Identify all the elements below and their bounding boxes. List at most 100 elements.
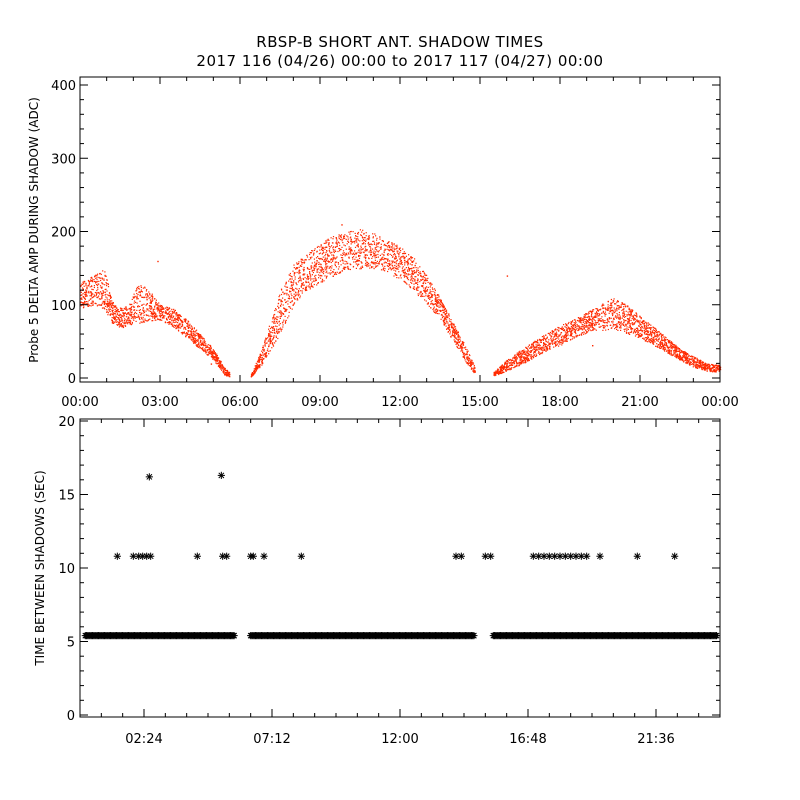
scatter-point: [626, 313, 628, 316]
scatter-point: [269, 335, 271, 338]
scatter-point: [282, 304, 284, 306]
scatter-point: [286, 294, 288, 296]
scatter-point: [360, 261, 362, 263]
scatter-point: [680, 356, 682, 358]
scatter-point: [87, 303, 89, 305]
scatter-point: [166, 313, 168, 315]
scatter-point: [588, 312, 590, 314]
scatter-point: [339, 250, 341, 252]
scatter-point: [255, 368, 257, 370]
scatter-point: [333, 251, 335, 254]
scatter-point: [324, 255, 326, 257]
scatter-point: [463, 353, 465, 355]
scatter-point: [701, 368, 703, 370]
scatter-point: [82, 281, 84, 283]
scatter-point: [424, 290, 426, 292]
scatter-point: [168, 323, 170, 325]
scatter-point: [211, 356, 213, 359]
scatter-point: [365, 239, 367, 241]
scatter-point: [300, 286, 302, 288]
scatter-point: [554, 338, 556, 341]
scatter-point: [111, 313, 113, 316]
scatter-point: [398, 247, 400, 249]
scatter-point: [446, 316, 448, 318]
scatter-point: [626, 329, 628, 331]
scatter-point: [280, 301, 282, 303]
scatter-point: [566, 339, 568, 341]
scatter-point: [350, 249, 352, 252]
scatter-point: [623, 328, 625, 330]
scatter-point: [192, 330, 195, 332]
scatter-point: [141, 318, 143, 320]
scatter-point: [695, 361, 697, 363]
scatter-point: [128, 312, 130, 314]
scatter-point: [308, 286, 310, 288]
scatter-point: [89, 286, 91, 288]
scatter-point: [560, 327, 563, 329]
scatter-point: [357, 251, 359, 253]
scatter-point: [262, 352, 264, 354]
scatter-point: [382, 256, 384, 258]
scatter-point: [145, 314, 147, 316]
scatter-point: [629, 326, 631, 328]
scatter-point: [656, 340, 658, 342]
scatter-point: [273, 328, 275, 330]
scatter-point: [404, 261, 406, 263]
scatter-point: [150, 301, 152, 303]
scatter-point: [550, 337, 552, 339]
scatter-point: [158, 318, 160, 320]
scatter-point: [228, 372, 230, 374]
scatter-point: [645, 330, 647, 332]
scatter-point: [285, 283, 287, 285]
scatter-point: [296, 294, 298, 296]
scatter-point: [615, 326, 617, 328]
scatter-point: [133, 316, 135, 318]
scatter-point: [437, 297, 439, 299]
scatter-point: [189, 335, 191, 337]
scatter-point: [454, 329, 456, 331]
scatter-point: [270, 342, 272, 344]
scatter-point: [499, 372, 501, 375]
scatter-point: [655, 345, 657, 347]
scatter-point: [436, 301, 438, 303]
scatter-point: [203, 338, 205, 340]
scatter-point: [121, 325, 123, 327]
scatter-point: [346, 235, 348, 237]
scatter-point: [679, 349, 682, 351]
scatter-point: [152, 297, 154, 299]
scatter-point: [464, 359, 466, 361]
scatter-point: [376, 244, 378, 246]
scatter-point: [289, 274, 291, 276]
scatter-point: [108, 299, 110, 301]
scatter-point: [120, 320, 122, 322]
scatter-point: [139, 318, 141, 321]
scatter-point: [309, 272, 311, 274]
scatter-point: [213, 359, 215, 361]
scatter-point: [590, 324, 592, 326]
scatter-point: [629, 317, 631, 319]
scatter-point: [454, 330, 457, 332]
scatter-point: [143, 303, 145, 305]
scatter-point: [275, 328, 278, 330]
scatter-point: [638, 334, 640, 337]
scatter-point: [97, 288, 99, 290]
scatter-point: [470, 368, 472, 370]
scatter-point: [585, 321, 587, 323]
scatter-point: [587, 313, 589, 315]
scatter-point: [619, 321, 621, 323]
scatter-point: [687, 357, 689, 359]
scatter-point: [400, 256, 402, 258]
scatter-point: [146, 299, 148, 301]
scatter-point: [589, 322, 591, 324]
scatter-point: [658, 331, 660, 333]
scatter-point: [474, 367, 476, 369]
scatter-point: [374, 233, 376, 235]
scatter-point: [421, 295, 424, 297]
scatter-point: [343, 267, 345, 269]
scatter-point: [301, 284, 303, 286]
scatter-point: [93, 286, 95, 289]
scatter-point: [384, 268, 386, 270]
scatter-point: [170, 315, 172, 317]
scatter-point: [399, 263, 401, 265]
